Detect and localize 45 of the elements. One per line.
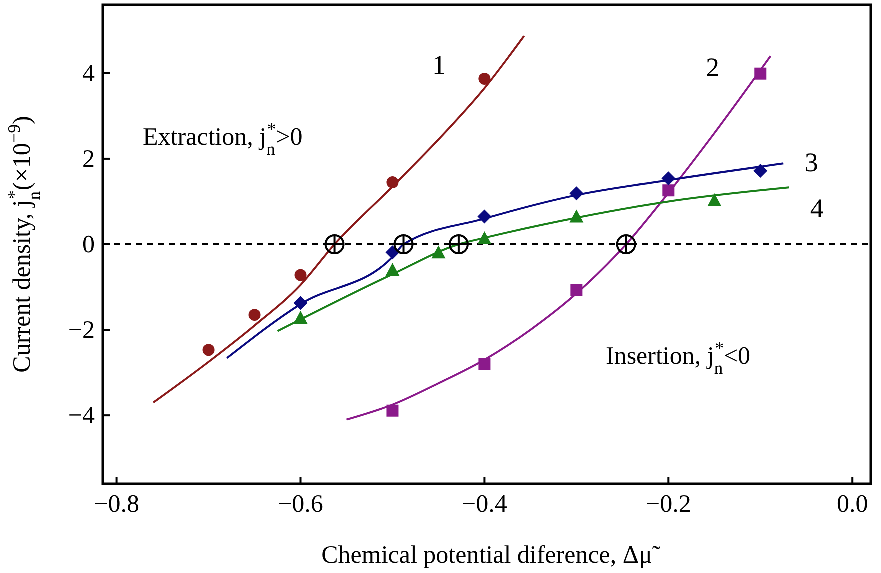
x-axis-title: Chemical potential diference, Δμ̃	[322, 542, 662, 569]
point	[448, 234, 469, 254]
point	[662, 184, 675, 197]
series-label: 1	[432, 50, 446, 80]
point	[394, 234, 414, 254]
y-tick-label: 4	[82, 60, 96, 88]
x-tick-label: −0.6	[278, 491, 324, 518]
y-tick-label: 0	[82, 232, 95, 258]
point	[294, 269, 307, 282]
y-tick-label: 2	[82, 146, 95, 173]
point	[478, 232, 492, 245]
point	[386, 263, 400, 276]
x-tick-label: −0.4	[462, 491, 508, 518]
point	[708, 193, 722, 206]
annotation: Insertion, j$_{n}$$^{*}$<0	[606, 338, 751, 378]
point	[478, 72, 491, 85]
point	[386, 246, 400, 260]
point	[478, 210, 492, 224]
y-tick-label: −2	[68, 317, 95, 344]
point	[570, 186, 584, 201]
x-tick-label: −0.2	[646, 491, 692, 518]
point	[324, 234, 345, 254]
point	[754, 164, 768, 178]
point	[570, 284, 583, 296]
series-label: 3	[804, 148, 818, 178]
point	[754, 68, 767, 80]
point	[432, 246, 446, 259]
point	[570, 210, 584, 223]
y-tick-label: −4	[68, 402, 96, 430]
point	[478, 358, 491, 370]
series-label: 2	[706, 52, 720, 82]
point	[202, 344, 215, 356]
point	[616, 234, 636, 254]
point	[248, 309, 261, 322]
point	[386, 176, 399, 188]
x-tick-label: 0.0	[836, 491, 868, 518]
series-label: 4	[810, 194, 824, 224]
line-series	[346, 55, 772, 421]
x-tick-label: −0.8	[94, 491, 140, 518]
annotation: Extraction, j$_{n}$$^{*}$>0	[143, 119, 303, 159]
point	[662, 172, 676, 186]
point	[386, 404, 399, 417]
line-series	[276, 186, 790, 332]
point	[294, 296, 308, 310]
point	[294, 311, 308, 324]
